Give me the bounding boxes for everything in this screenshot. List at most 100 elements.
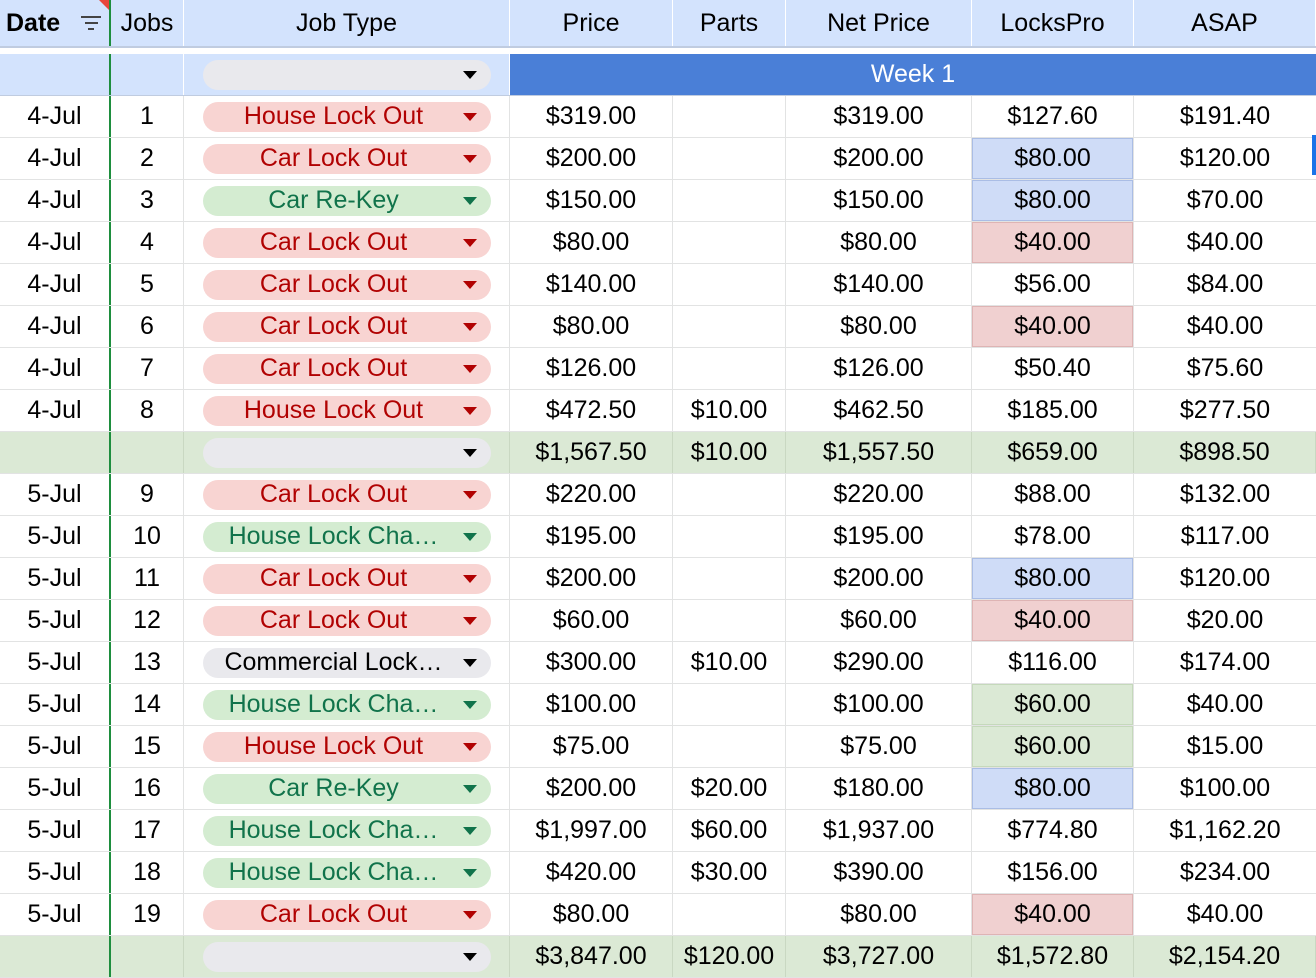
date-cell[interactable]: 5-Jul <box>0 516 111 557</box>
asap-cell[interactable]: $898.50 <box>1134 432 1316 473</box>
price-cell[interactable]: $100.00 <box>510 684 673 725</box>
date-cell[interactable]: 5-Jul <box>0 810 111 851</box>
column-header-price[interactable]: Price <box>510 0 673 46</box>
lockspro-cell[interactable]: $156.00 <box>972 852 1134 893</box>
jobs-cell[interactable]: 12 <box>111 600 184 641</box>
asap-cell[interactable]: $15.00 <box>1134 726 1316 767</box>
asap-cell[interactable]: $100.00 <box>1134 768 1316 809</box>
net-price-cell[interactable]: $1,937.00 <box>786 810 972 851</box>
jobs-cell[interactable]: 9 <box>111 474 184 515</box>
jobs-cell[interactable]: 7 <box>111 348 184 389</box>
week-date-cell[interactable] <box>0 54 111 95</box>
price-cell[interactable]: $200.00 <box>510 558 673 599</box>
lockspro-cell[interactable]: $40.00 <box>972 894 1134 935</box>
jobs-cell[interactable]: 4 <box>111 222 184 263</box>
job-type-cell[interactable]: Car Lock Out <box>184 306 510 347</box>
price-cell[interactable]: $126.00 <box>510 348 673 389</box>
job-type-dropdown[interactable]: Car Lock Out <box>202 143 491 174</box>
job-type-cell[interactable] <box>184 936 510 977</box>
job-type-dropdown[interactable]: Car Lock Out <box>202 479 491 510</box>
lockspro-cell[interactable]: $40.00 <box>972 222 1134 263</box>
parts-cell[interactable] <box>673 138 786 179</box>
parts-cell[interactable] <box>673 180 786 221</box>
dropdown-arrow-icon[interactable] <box>462 70 477 79</box>
dropdown-arrow-icon[interactable] <box>462 700 477 709</box>
column-header-date[interactable]: Date <box>0 0 111 46</box>
asap-cell[interactable]: $75.60 <box>1134 348 1316 389</box>
net-price-cell[interactable]: $319.00 <box>786 96 972 137</box>
lockspro-cell[interactable]: $116.00 <box>972 642 1134 683</box>
job-type-cell[interactable]: House Lock Out <box>184 726 510 767</box>
dropdown-arrow-icon[interactable] <box>462 742 477 751</box>
job-type-dropdown[interactable]: House Lock Cha… <box>202 815 491 846</box>
price-cell[interactable]: $319.00 <box>510 96 673 137</box>
date-cell[interactable]: 5-Jul <box>0 684 111 725</box>
net-price-cell[interactable]: $1,557.50 <box>786 432 972 473</box>
price-cell[interactable]: $300.00 <box>510 642 673 683</box>
asap-cell[interactable]: $40.00 <box>1134 222 1316 263</box>
jobs-cell[interactable]: 2 <box>111 138 184 179</box>
job-type-cell[interactable]: Car Lock Out <box>184 264 510 305</box>
asap-cell[interactable]: $132.00 <box>1134 474 1316 515</box>
column-header-lockspro[interactable]: LocksPro <box>972 0 1134 46</box>
dropdown-arrow-icon[interactable] <box>462 532 477 541</box>
lockspro-cell[interactable]: $80.00 <box>972 180 1134 221</box>
lockspro-cell[interactable]: $40.00 <box>972 306 1134 347</box>
asap-cell[interactable]: $2,154.20 <box>1134 936 1316 977</box>
dropdown-arrow-icon[interactable] <box>462 448 477 457</box>
lockspro-cell[interactable]: $78.00 <box>972 516 1134 557</box>
date-cell[interactable]: 5-Jul <box>0 726 111 767</box>
dropdown-arrow-icon[interactable] <box>462 910 477 919</box>
net-price-cell[interactable]: $290.00 <box>786 642 972 683</box>
job-type-cell[interactable]: House Lock Cha… <box>184 684 510 725</box>
net-price-cell[interactable]: $200.00 <box>786 558 972 599</box>
parts-cell[interactable] <box>673 684 786 725</box>
price-cell[interactable]: $420.00 <box>510 852 673 893</box>
parts-cell[interactable] <box>673 222 786 263</box>
parts-cell[interactable]: $30.00 <box>673 852 786 893</box>
parts-cell[interactable] <box>673 516 786 557</box>
jobs-cell[interactable]: 15 <box>111 726 184 767</box>
lockspro-cell[interactable]: $80.00 <box>972 768 1134 809</box>
parts-cell[interactable]: $120.00 <box>673 936 786 977</box>
job-type-dropdown[interactable]: House Lock Cha… <box>202 857 491 888</box>
jobs-cell[interactable]: 11 <box>111 558 184 599</box>
dropdown-arrow-icon[interactable] <box>462 364 477 373</box>
parts-cell[interactable] <box>673 558 786 599</box>
dropdown-arrow-icon[interactable] <box>462 406 477 415</box>
lockspro-cell[interactable]: $56.00 <box>972 264 1134 305</box>
price-cell[interactable]: $140.00 <box>510 264 673 305</box>
jobs-cell[interactable]: 8 <box>111 390 184 431</box>
dropdown-arrow-icon[interactable] <box>462 574 477 583</box>
net-price-cell[interactable]: $140.00 <box>786 264 972 305</box>
parts-cell[interactable] <box>673 894 786 935</box>
lockspro-cell[interactable]: $60.00 <box>972 726 1134 767</box>
dropdown-arrow-icon[interactable] <box>462 616 477 625</box>
job-type-dropdown[interactable]: Commercial Lock… <box>202 647 491 678</box>
price-cell[interactable]: $150.00 <box>510 180 673 221</box>
job-type-dropdown[interactable] <box>202 437 491 468</box>
jobs-cell[interactable]: 3 <box>111 180 184 221</box>
column-header-net-price[interactable]: Net Price <box>786 0 972 46</box>
net-price-cell[interactable]: $462.50 <box>786 390 972 431</box>
lockspro-cell[interactable]: $40.00 <box>972 600 1134 641</box>
date-cell[interactable]: 4-Jul <box>0 390 111 431</box>
lockspro-cell[interactable]: $127.60 <box>972 96 1134 137</box>
net-price-cell[interactable]: $126.00 <box>786 348 972 389</box>
date-cell[interactable]: 4-Jul <box>0 138 111 179</box>
asap-cell[interactable]: $40.00 <box>1134 684 1316 725</box>
dropdown-arrow-icon[interactable] <box>462 238 477 247</box>
net-price-cell[interactable]: $75.00 <box>786 726 972 767</box>
job-type-dropdown[interactable]: Car Lock Out <box>202 227 491 258</box>
price-cell[interactable]: $1,997.00 <box>510 810 673 851</box>
lockspro-cell[interactable]: $659.00 <box>972 432 1134 473</box>
asap-cell[interactable]: $174.00 <box>1134 642 1316 683</box>
net-price-cell[interactable]: $100.00 <box>786 684 972 725</box>
job-type-dropdown[interactable]: Car Lock Out <box>202 899 491 930</box>
date-cell[interactable]: 4-Jul <box>0 264 111 305</box>
jobs-cell[interactable]: 16 <box>111 768 184 809</box>
job-type-cell[interactable]: Car Lock Out <box>184 558 510 599</box>
price-cell[interactable]: $80.00 <box>510 222 673 263</box>
job-type-dropdown[interactable]: Car Lock Out <box>202 353 491 384</box>
week-jobs-cell[interactable] <box>111 54 184 95</box>
